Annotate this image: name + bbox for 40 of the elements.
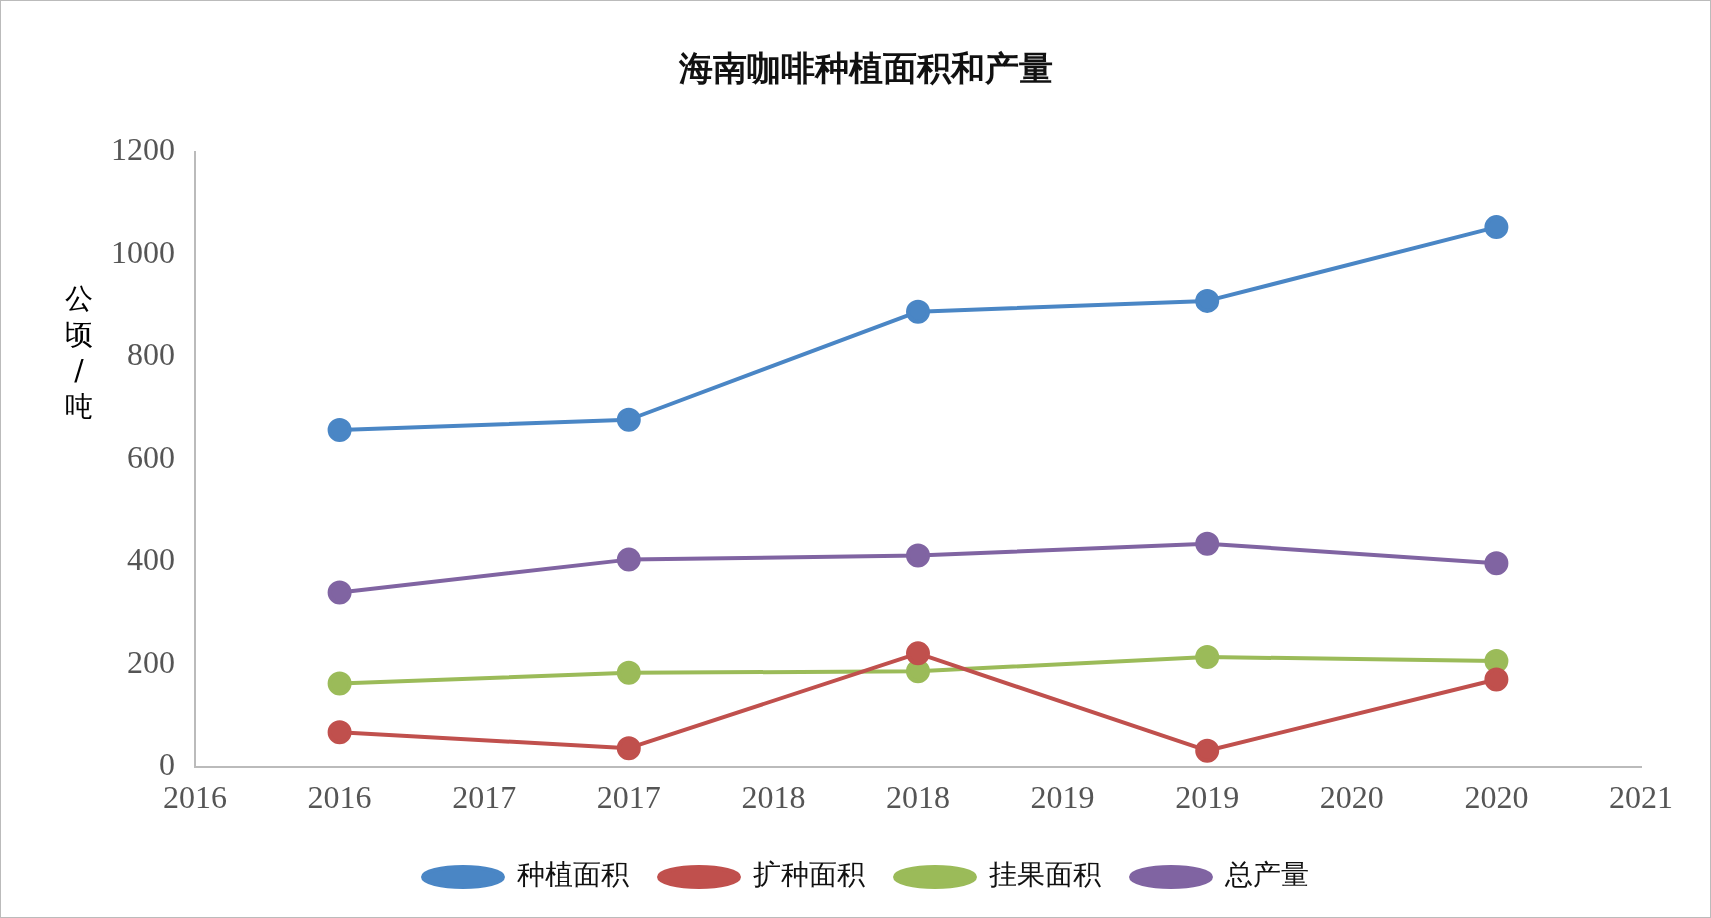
point [1484, 667, 1509, 692]
x-tick-label: 2020 [1464, 779, 1529, 816]
legend-label: 扩种面积 [753, 858, 865, 892]
y-tick-label: 1200 [111, 131, 175, 168]
point [327, 418, 352, 442]
y-tick-label: 800 [127, 336, 175, 373]
point [906, 299, 930, 324]
x-tick-label: 2020 [1319, 779, 1384, 816]
x-tick-label: 2017 [452, 779, 517, 816]
point [616, 660, 641, 685]
point [1484, 551, 1509, 576]
point [1484, 215, 1509, 240]
legend-label: 挂果面积 [989, 858, 1101, 892]
y-tick-label: 200 [127, 643, 175, 680]
y-tick-label: 400 [127, 541, 175, 578]
x-tick-label: 2019 [1030, 779, 1095, 816]
x-tick-label: 2018 [741, 779, 806, 816]
point [616, 547, 641, 572]
y-tick-label: 600 [127, 438, 175, 475]
legend-label: 种植面积 [517, 858, 629, 892]
chart-title: 海南咖啡种植面积和产量 [678, 48, 1053, 89]
point [616, 407, 641, 432]
point [1195, 531, 1220, 556]
x-tick-label: 2019 [1175, 779, 1240, 816]
point [1195, 288, 1220, 313]
point [1195, 738, 1220, 763]
point [327, 720, 352, 745]
x-tick-label: 2017 [596, 779, 661, 816]
point [327, 671, 352, 696]
point [906, 641, 930, 666]
x-tick-label: 2016 [307, 779, 372, 816]
point [1195, 644, 1220, 669]
point [616, 736, 641, 761]
point [327, 580, 352, 605]
point [906, 543, 930, 568]
y-tick-label: 1000 [111, 233, 175, 270]
x-tick-label: 2021 [1609, 779, 1673, 816]
y-axis-title: 公顷/吨 [64, 281, 94, 425]
x-tick-label: 2018 [886, 779, 950, 816]
legend-label: 总产量 [1224, 858, 1309, 892]
